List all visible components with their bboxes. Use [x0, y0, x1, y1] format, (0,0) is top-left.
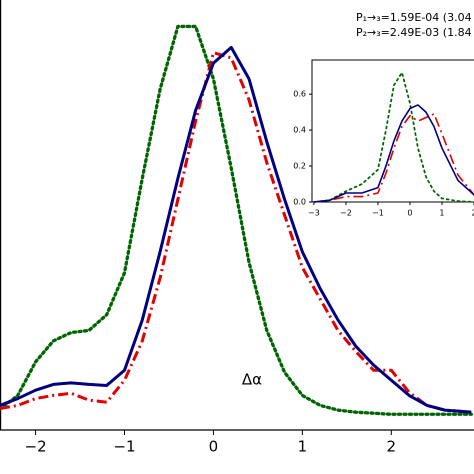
x-tick-label: 2 — [387, 438, 397, 456]
x-axis-label: Δα — [242, 371, 262, 389]
kde-line — [313, 104, 474, 203]
x-tick-label: −3 — [308, 209, 320, 218]
main-plot: −2 −1 0 1 2 Δα P₁→₃=1.59E-04 (3.04 P₂→₃=2.49E-0… — [0, 0, 474, 456]
x-tick-label: −2 — [340, 209, 352, 218]
x-tick-label: 0 — [407, 209, 412, 218]
x-tick-label: 1 — [439, 209, 444, 218]
kde-line — [0, 45, 472, 414]
kde-line — [0, 24, 473, 416]
x-tick-label: 2 — [471, 209, 474, 218]
annotation: P₁→₃=1.59E-04 (3.04 — [356, 11, 472, 24]
y-tick-label: 0.6 — [293, 90, 306, 99]
y-tick-label: 0.2 — [293, 162, 306, 171]
y-tick-label: 0.0 — [293, 198, 306, 207]
inset-frame — [311, 59, 474, 203]
x-tick-label: 0 — [209, 438, 219, 456]
kde-line — [313, 113, 474, 203]
x-tick-label: −1 — [113, 438, 135, 456]
x-tick-label: −1 — [372, 209, 384, 218]
inset: −3 −2 −1 0 1 2 0.0 0.2 0.4 0.6 — [293, 59, 474, 218]
x-tick-label: 1 — [298, 438, 308, 456]
annotation: P₂→₃=2.49E-03 (1.84 — [356, 26, 472, 39]
x-tick-label: −2 — [25, 438, 47, 456]
y-tick-label: 0.4 — [293, 126, 306, 135]
kde-line — [313, 71, 474, 203]
